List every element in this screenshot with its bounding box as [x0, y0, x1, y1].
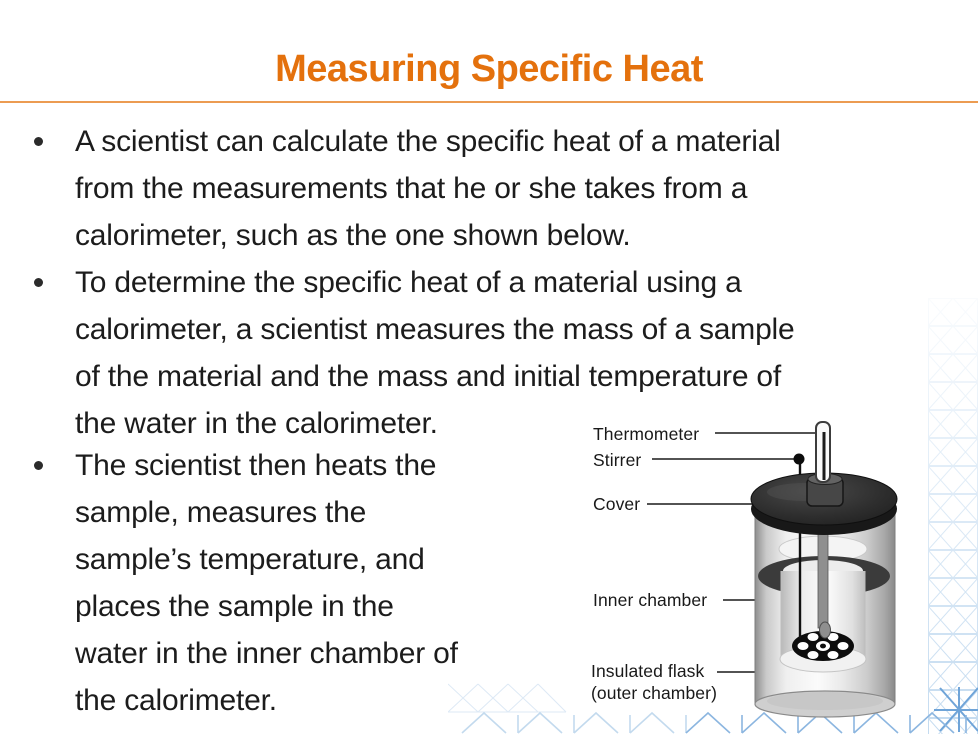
bullet-dot-icon [34, 278, 43, 287]
bullet-text: A scientist can calculate the specific h… [75, 125, 781, 252]
label-stirrer: Stirrer [593, 450, 642, 470]
sample-holder [792, 631, 854, 661]
bullet-dot-icon [34, 461, 43, 470]
calorimeter-diagram: Thermometer Stirrer Cover Inner chamber … [555, 408, 978, 734]
bullet-dot-icon [34, 137, 43, 146]
bullet-item: To determine the specific heat of a mate… [30, 259, 935, 447]
stirrer-handle [793, 453, 805, 465]
triangle-mesh-decoration [928, 298, 978, 734]
bullet-text: To determine the specific heat of a mate… [75, 266, 795, 440]
calorimeter-illustration [647, 421, 898, 718]
bullet-list: A scientist can calculate the specific h… [30, 118, 935, 724]
label-outer-chamber: (outer chamber) [591, 683, 717, 703]
bullet-text: The scientist then heats the sample, mea… [75, 449, 458, 717]
title-underline [0, 101, 978, 103]
label-thermometer: Thermometer [593, 424, 700, 444]
page-title: Measuring Specific Heat [275, 48, 703, 90]
label-insulated-flask: Insulated flask [591, 661, 705, 681]
bullet-item: The scientist then heats the sample, mea… [30, 442, 635, 724]
thermometer-tube [815, 421, 831, 483]
label-cover: Cover [593, 494, 641, 514]
label-inner-chamber: Inner chamber [593, 590, 708, 610]
bullet-item: A scientist can calculate the specific h… [30, 118, 935, 259]
right-edge-pattern [928, 298, 978, 734]
